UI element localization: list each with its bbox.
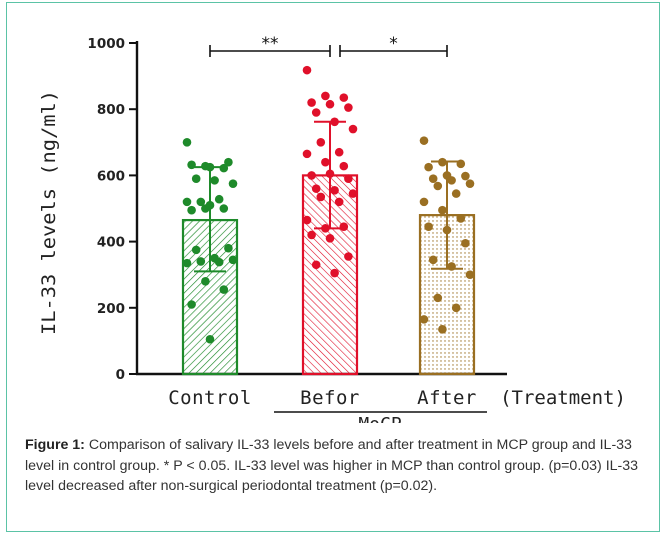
data-point [196,197,206,207]
y-tick-label: 1000 [87,36,125,52]
data-point [182,197,192,207]
data-point [428,174,438,184]
data-point [191,174,201,184]
data-point [302,65,312,75]
data-point [330,268,339,278]
data-point [228,179,238,188]
x-tick-label: After [417,387,477,409]
data-point [447,176,456,185]
data-point [438,325,447,334]
y-tick-label: 0 [116,367,125,383]
data-point [419,136,429,145]
data-point [461,171,470,181]
data-point [187,300,196,309]
data-point [348,189,358,198]
data-point [433,181,443,191]
data-point [224,243,233,253]
group-label: MoCP [358,414,402,423]
data-point [316,138,326,147]
data-point [438,205,447,215]
significance-label: ** [262,34,279,54]
figure-caption: Figure 1: Comparison of salivary IL-33 l… [25,435,655,497]
y-tick-label: 600 [97,168,125,184]
y-tick-label: 800 [97,102,125,118]
data-point [465,179,475,188]
data-point [311,184,321,193]
data-point [461,238,470,248]
data-point [307,171,316,180]
figure-frame: 0 200 400 600 800 1000 IL-33 levels (ng/ml) Con… [6,2,660,532]
data-point [307,98,316,107]
data-point [442,225,452,235]
data-point [219,163,229,173]
data-point [424,162,433,172]
data-point [214,257,224,267]
y-tick-label: 200 [97,301,125,317]
x-extra-label: (Treatment) [500,387,626,409]
data-point [428,255,438,265]
data-point [219,204,229,213]
bar-chart: 0 200 400 600 800 1000 IL-33 levels (ng/ml) Con… [38,34,626,423]
y-axis-label: IL-33 levels (ng/ml) [38,90,60,335]
data-point [348,124,358,134]
caption-label: Figure 1: [25,437,85,453]
data-point [339,93,349,102]
data-point [191,245,201,255]
data-point [307,230,316,240]
data-point [419,315,429,324]
data-point [302,149,312,159]
data-point [187,160,196,170]
x-tick-label: Control [168,387,252,409]
data-point [438,157,447,167]
data-point [325,99,335,109]
y-tick-label: 400 [97,235,125,251]
data-point [321,91,330,101]
data-point [339,161,349,171]
data-point [205,162,215,172]
data-point [447,262,456,271]
data-point [214,194,224,204]
data-point [321,157,330,167]
data-point [182,258,192,268]
data-point [344,103,353,112]
data-point [334,147,344,157]
data-point [302,215,312,225]
x-tick-label: Befor [300,387,360,409]
data-point [451,303,461,313]
data-point [325,233,335,243]
data-point [433,293,443,303]
data-point [205,200,215,210]
data-point [311,108,321,117]
data-point [344,252,353,261]
data-point [330,185,339,195]
data-point [219,285,229,294]
data-point [321,224,330,233]
data-point [465,270,475,280]
data-point [451,189,461,198]
data-point [334,197,344,207]
data-point [224,157,233,167]
significance-label: * [389,34,398,54]
data-point [339,222,349,232]
data-point [182,138,192,147]
data-point [210,176,219,185]
data-point [325,169,335,179]
data-point [201,277,210,286]
data-point [456,214,466,223]
data-point [196,257,206,266]
data-point [228,255,238,265]
data-point [187,205,196,215]
data-point [330,117,339,127]
data-point [456,159,466,169]
caption-text: Comparison of salivary IL-33 levels befo… [25,437,639,494]
data-point [205,334,215,344]
data-point [419,197,429,207]
data-point [344,174,353,184]
data-point [311,260,321,270]
data-point [316,192,326,202]
data-point [424,222,433,232]
